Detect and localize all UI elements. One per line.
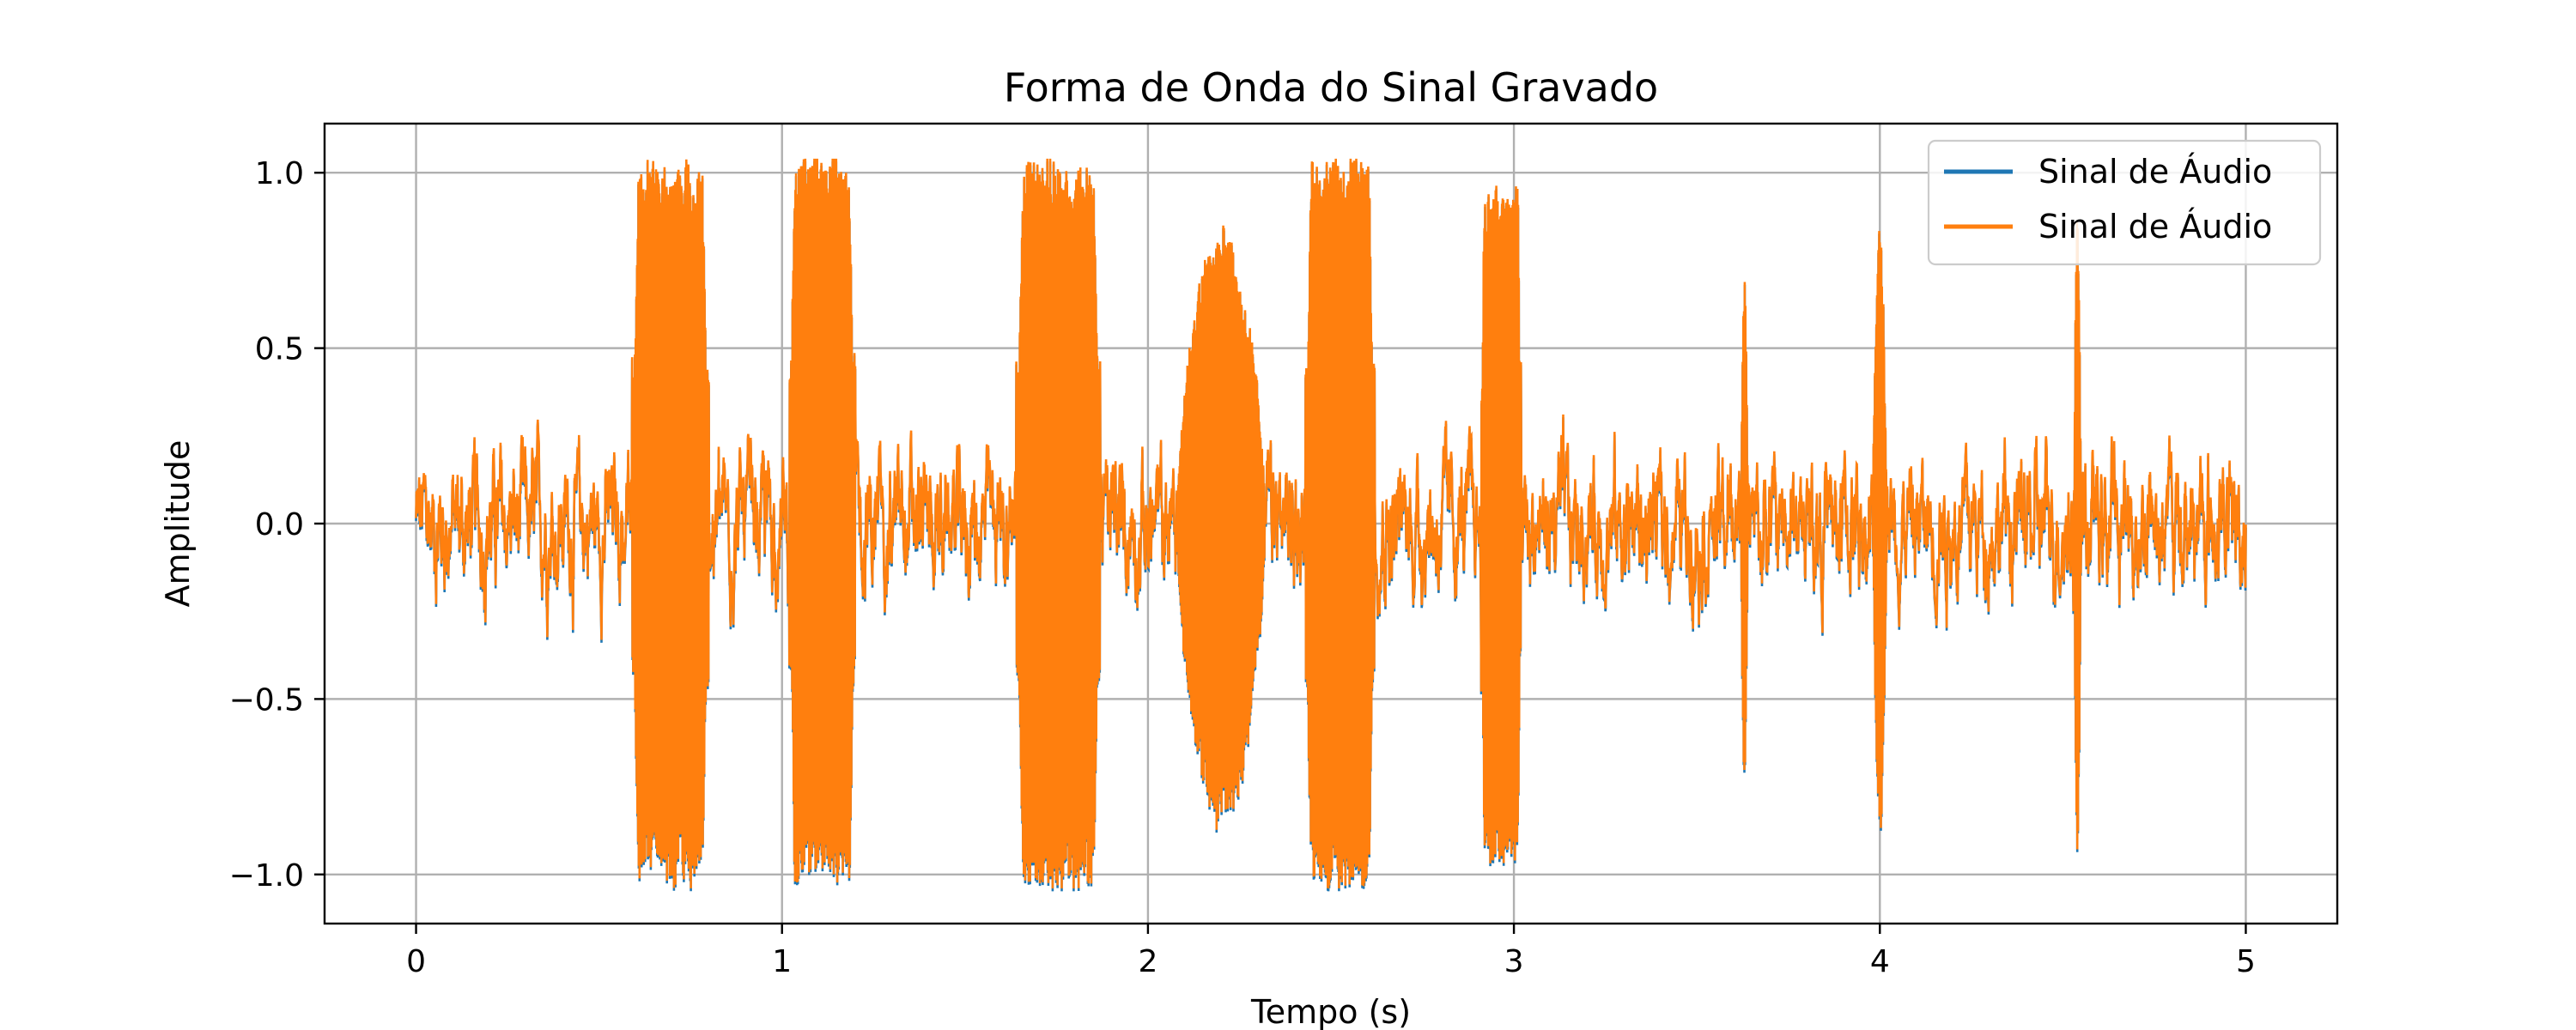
x-tick-label: 1 xyxy=(772,944,792,979)
y-tick-label: −0.5 xyxy=(229,682,304,718)
legend-box xyxy=(1927,139,2322,266)
legend-label-orange: Sinal de Áudio xyxy=(2038,208,2272,245)
y-axis-ticks: −1.0 −0.5 0.0 0.5 1.0 xyxy=(229,156,325,894)
legend: Sinal de Áudio Sinal de Áudio xyxy=(1927,139,2322,266)
x-tick-label: 2 xyxy=(1138,944,1157,979)
legend-label-blue: Sinal de Áudio xyxy=(2038,153,2272,191)
x-tick-label: 0 xyxy=(406,944,426,979)
x-tick-label: 3 xyxy=(1504,944,1524,979)
y-tick-label: 1.0 xyxy=(255,156,304,191)
x-axis-ticks: 0 1 2 3 4 5 xyxy=(406,924,2256,979)
y-tick-label: −1.0 xyxy=(229,858,304,894)
plot-area xyxy=(415,158,2247,892)
x-tick-label: 5 xyxy=(2236,944,2256,979)
y-axis-title: Amplitude xyxy=(159,440,197,608)
y-tick-label: 0.5 xyxy=(255,332,304,367)
x-axis-title: Tempo (s) xyxy=(1250,993,1411,1030)
series-line-orange xyxy=(415,158,2247,889)
y-tick-label: 0.0 xyxy=(255,507,304,542)
chart-title: Forma de Onda do Sinal Gravado xyxy=(1004,64,1658,111)
x-tick-label: 4 xyxy=(1870,944,1890,979)
